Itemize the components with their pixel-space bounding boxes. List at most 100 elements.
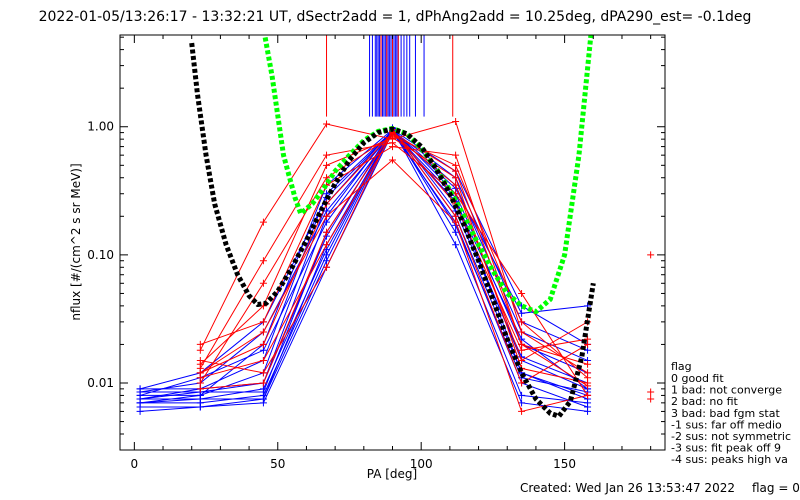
data-point-red [323, 263, 331, 271]
legend-entry: 3 bad: bad fgm stat [671, 407, 780, 420]
y-tick-label: 0.01 [87, 376, 114, 390]
data-point-red [259, 356, 267, 364]
data-point-red [452, 212, 460, 220]
footer-created: Created: Wed Jan 26 13:53:47 2022 [520, 481, 735, 495]
data-point-red [389, 143, 396, 151]
footer-flag: flag = 0 [752, 481, 800, 495]
data-point-red [259, 379, 267, 387]
data-point-red [452, 151, 460, 159]
data-point-red [259, 218, 267, 226]
data-point-red [647, 388, 655, 396]
legend-entry: -2 sus: not symmetric [671, 430, 791, 443]
data-point-blue [136, 391, 144, 399]
data-point-red [323, 241, 331, 249]
legend-entry: 1 bad: not converge [671, 384, 782, 397]
chart-title: 2022-01-05/13:26:17 - 13:32:21 UT, dSect… [39, 9, 752, 25]
data-point-red [518, 328, 526, 336]
data-point-blue [452, 241, 460, 249]
y-tick-label: 1.00 [87, 120, 114, 134]
data-point-red [196, 385, 204, 393]
y-axis-label: nflux [#/(cm^2 s sr MeV)] [69, 163, 83, 320]
data-point-blue [323, 218, 331, 226]
data-point-blue [518, 309, 526, 317]
series-line-blue [140, 127, 588, 404]
series-line-red [200, 146, 588, 365]
legend-entry: -1 sus: far off medio [671, 418, 782, 431]
data-point-blue [196, 403, 204, 411]
data-point-blue [584, 399, 592, 407]
legend: flag 0 good fit 1 bad: not converge 2 ba… [671, 360, 791, 466]
data-point-red [259, 328, 267, 336]
x-tick-label: 100 [410, 457, 433, 471]
data-point-red [584, 335, 592, 343]
data-point-red [389, 156, 396, 164]
data-point-blue [259, 385, 267, 393]
legend-entry: 2 bad: no fit [671, 395, 739, 408]
series-line-red [200, 133, 588, 379]
data-point-red [196, 360, 204, 368]
data-point-red [196, 369, 204, 377]
series-line-blue [140, 130, 588, 393]
data-point-red [518, 379, 526, 387]
legend-entry: -4 sus: peaks high va [671, 453, 788, 466]
data-point-blue [136, 399, 144, 407]
data-point-blue [452, 228, 460, 236]
data-point-red [452, 174, 460, 182]
data-point-red [259, 340, 267, 348]
data-point-blue [584, 346, 592, 354]
data-point-blue [259, 346, 267, 354]
data-point-red [196, 346, 204, 354]
data-point-red [452, 218, 460, 226]
data-point-red [323, 120, 331, 128]
data-point-red [647, 251, 655, 259]
x-tick-label: 0 [131, 457, 139, 471]
series-line-blue [140, 128, 588, 404]
data-point-red [323, 161, 331, 169]
data-point-red [389, 134, 396, 142]
legend-entry: 0 good fit [671, 372, 724, 385]
data-point-red [584, 379, 592, 387]
data-point-red [323, 228, 331, 236]
series-line-blue [140, 127, 588, 412]
data-point-red [259, 279, 267, 287]
data-point-blue [196, 395, 204, 403]
data-layer [136, 35, 655, 419]
fit-curve-black [189, 42, 596, 419]
data-point-blue [136, 407, 144, 415]
data-point-red [452, 161, 460, 169]
data-point-red [584, 360, 592, 368]
y-tick-label: 0.10 [87, 248, 114, 262]
series-line-red [199, 142, 588, 396]
series-line-red [199, 135, 588, 384]
data-point-red [518, 318, 526, 326]
data-point-red [323, 151, 331, 159]
data-point-red [518, 346, 526, 354]
data-point-red [259, 318, 267, 326]
data-point-blue [323, 257, 331, 265]
data-point-red [259, 369, 267, 377]
data-point-red [452, 117, 460, 125]
data-point-blue [518, 391, 526, 399]
x-axis-label: PA [deg] [367, 467, 417, 481]
data-point-blue [584, 407, 592, 415]
data-point-blue [136, 385, 144, 393]
series-line-blue [140, 129, 588, 396]
x-tick-label: 150 [553, 457, 576, 471]
data-point-red [584, 369, 592, 377]
data-point-red [259, 257, 267, 265]
data-point-red [196, 340, 204, 348]
legend-entry: -3 sus: fit peak off 9 [671, 442, 781, 455]
series-line-red [200, 159, 588, 413]
data-point-blue [259, 395, 267, 403]
data-point-red [323, 212, 331, 220]
data-point-red [584, 391, 592, 399]
series-line-blue [139, 130, 588, 390]
series-line-red [200, 130, 588, 390]
data-point-red [518, 407, 526, 415]
data-point-red [518, 289, 526, 297]
legend-title: flag [671, 360, 692, 373]
x-tick-label: 50 [270, 457, 285, 471]
axes-layer: 0 50 100 150 0.01 0.10 1.00 [87, 35, 665, 471]
data-point-red [647, 395, 655, 403]
